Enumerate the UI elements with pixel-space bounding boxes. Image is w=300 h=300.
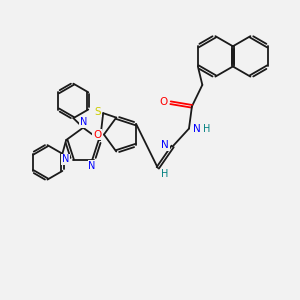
- Text: N: N: [193, 124, 200, 134]
- Text: N: N: [88, 161, 96, 171]
- Text: H: H: [202, 124, 210, 134]
- Text: N: N: [80, 117, 87, 128]
- Text: N: N: [161, 140, 169, 150]
- Text: H: H: [160, 169, 168, 179]
- Text: S: S: [94, 106, 101, 117]
- Text: O: O: [159, 97, 167, 107]
- Text: N: N: [61, 154, 69, 164]
- Text: O: O: [93, 130, 101, 140]
